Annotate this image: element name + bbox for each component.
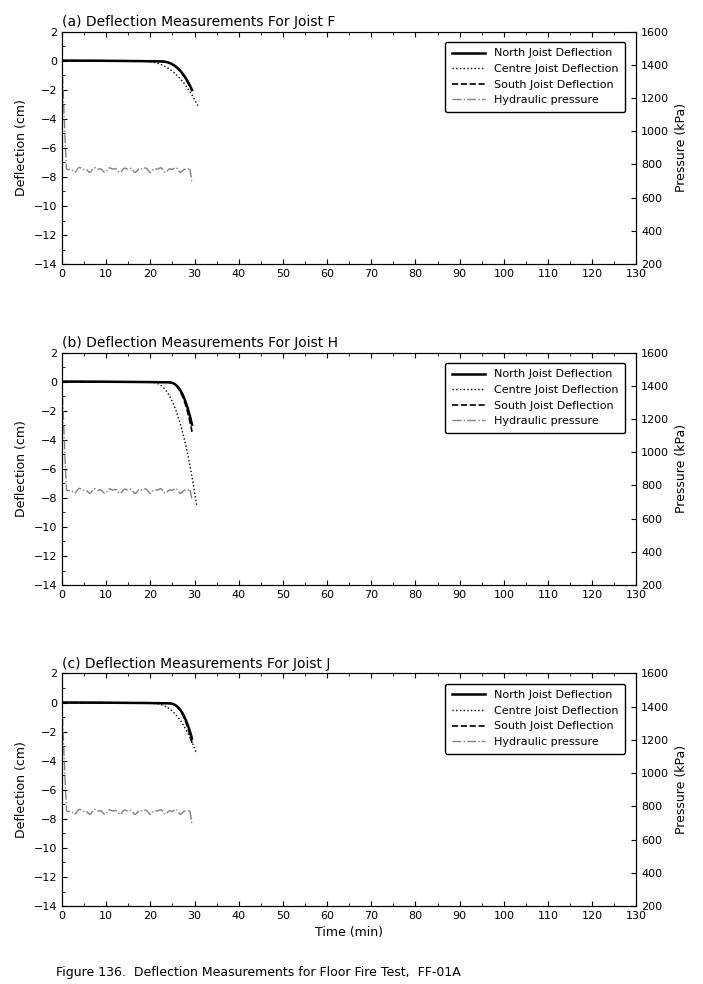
North Joist Deflection — [58, 55, 66, 67]
Y-axis label: Deflection (cm): Deflection (cm) — [15, 99, 28, 196]
Hydraulic pressure — [58, 697, 66, 708]
Line: Centre Joist Deflection: Centre Joist Deflection — [62, 382, 197, 506]
Line: North Joist Deflection: North Joist Deflection — [62, 61, 192, 90]
Hydraulic pressure — [58, 55, 66, 67]
Line: South Joist Deflection: South Joist Deflection — [62, 382, 192, 432]
North Joist Deflection — [58, 376, 66, 388]
Line: Centre Joist Deflection: Centre Joist Deflection — [62, 703, 197, 754]
Hydraulic pressure — [58, 376, 66, 388]
Line: Hydraulic pressure: Hydraulic pressure — [62, 61, 192, 182]
Text: (b) Deflection Measurements For Joist H: (b) Deflection Measurements For Joist H — [62, 336, 338, 350]
South Joist Deflection — [58, 376, 66, 388]
Line: Centre Joist Deflection: Centre Joist Deflection — [62, 61, 198, 105]
Y-axis label: Pressure (kPa): Pressure (kPa) — [675, 424, 688, 514]
Centre Joist Deflection — [58, 376, 66, 388]
Legend: North Joist Deflection, Centre Joist Deflection, South Joist Deflection, Hydraul: North Joist Deflection, Centre Joist Def… — [445, 41, 625, 112]
Y-axis label: Deflection (cm): Deflection (cm) — [15, 420, 28, 518]
Centre Joist Deflection — [58, 697, 66, 708]
Line: South Joist Deflection: South Joist Deflection — [62, 703, 192, 743]
Line: Hydraulic pressure: Hydraulic pressure — [62, 703, 192, 825]
Line: Hydraulic pressure: Hydraulic pressure — [62, 382, 192, 500]
Y-axis label: Pressure (kPa): Pressure (kPa) — [675, 103, 688, 193]
Line: North Joist Deflection: North Joist Deflection — [62, 703, 192, 739]
South Joist Deflection — [58, 697, 66, 708]
Text: (c) Deflection Measurements For Joist J: (c) Deflection Measurements For Joist J — [62, 657, 330, 671]
South Joist Deflection — [58, 55, 66, 67]
Legend: North Joist Deflection, Centre Joist Deflection, South Joist Deflection, Hydraul: North Joist Deflection, Centre Joist Def… — [445, 363, 625, 433]
Y-axis label: Deflection (cm): Deflection (cm) — [15, 741, 28, 838]
North Joist Deflection — [58, 697, 66, 708]
Centre Joist Deflection — [58, 55, 66, 67]
Line: South Joist Deflection: South Joist Deflection — [62, 61, 192, 92]
Text: Figure 136.  Deflection Measurements for Floor Fire Test,  FF-01A: Figure 136. Deflection Measurements for … — [56, 966, 461, 979]
Text: (a) Deflection Measurements For Joist F: (a) Deflection Measurements For Joist F — [62, 15, 335, 29]
X-axis label: Time (min): Time (min) — [315, 927, 383, 940]
Y-axis label: Pressure (kPa): Pressure (kPa) — [675, 745, 688, 834]
Line: North Joist Deflection: North Joist Deflection — [62, 382, 192, 425]
Legend: North Joist Deflection, Centre Joist Deflection, South Joist Deflection, Hydraul: North Joist Deflection, Centre Joist Def… — [445, 684, 625, 754]
